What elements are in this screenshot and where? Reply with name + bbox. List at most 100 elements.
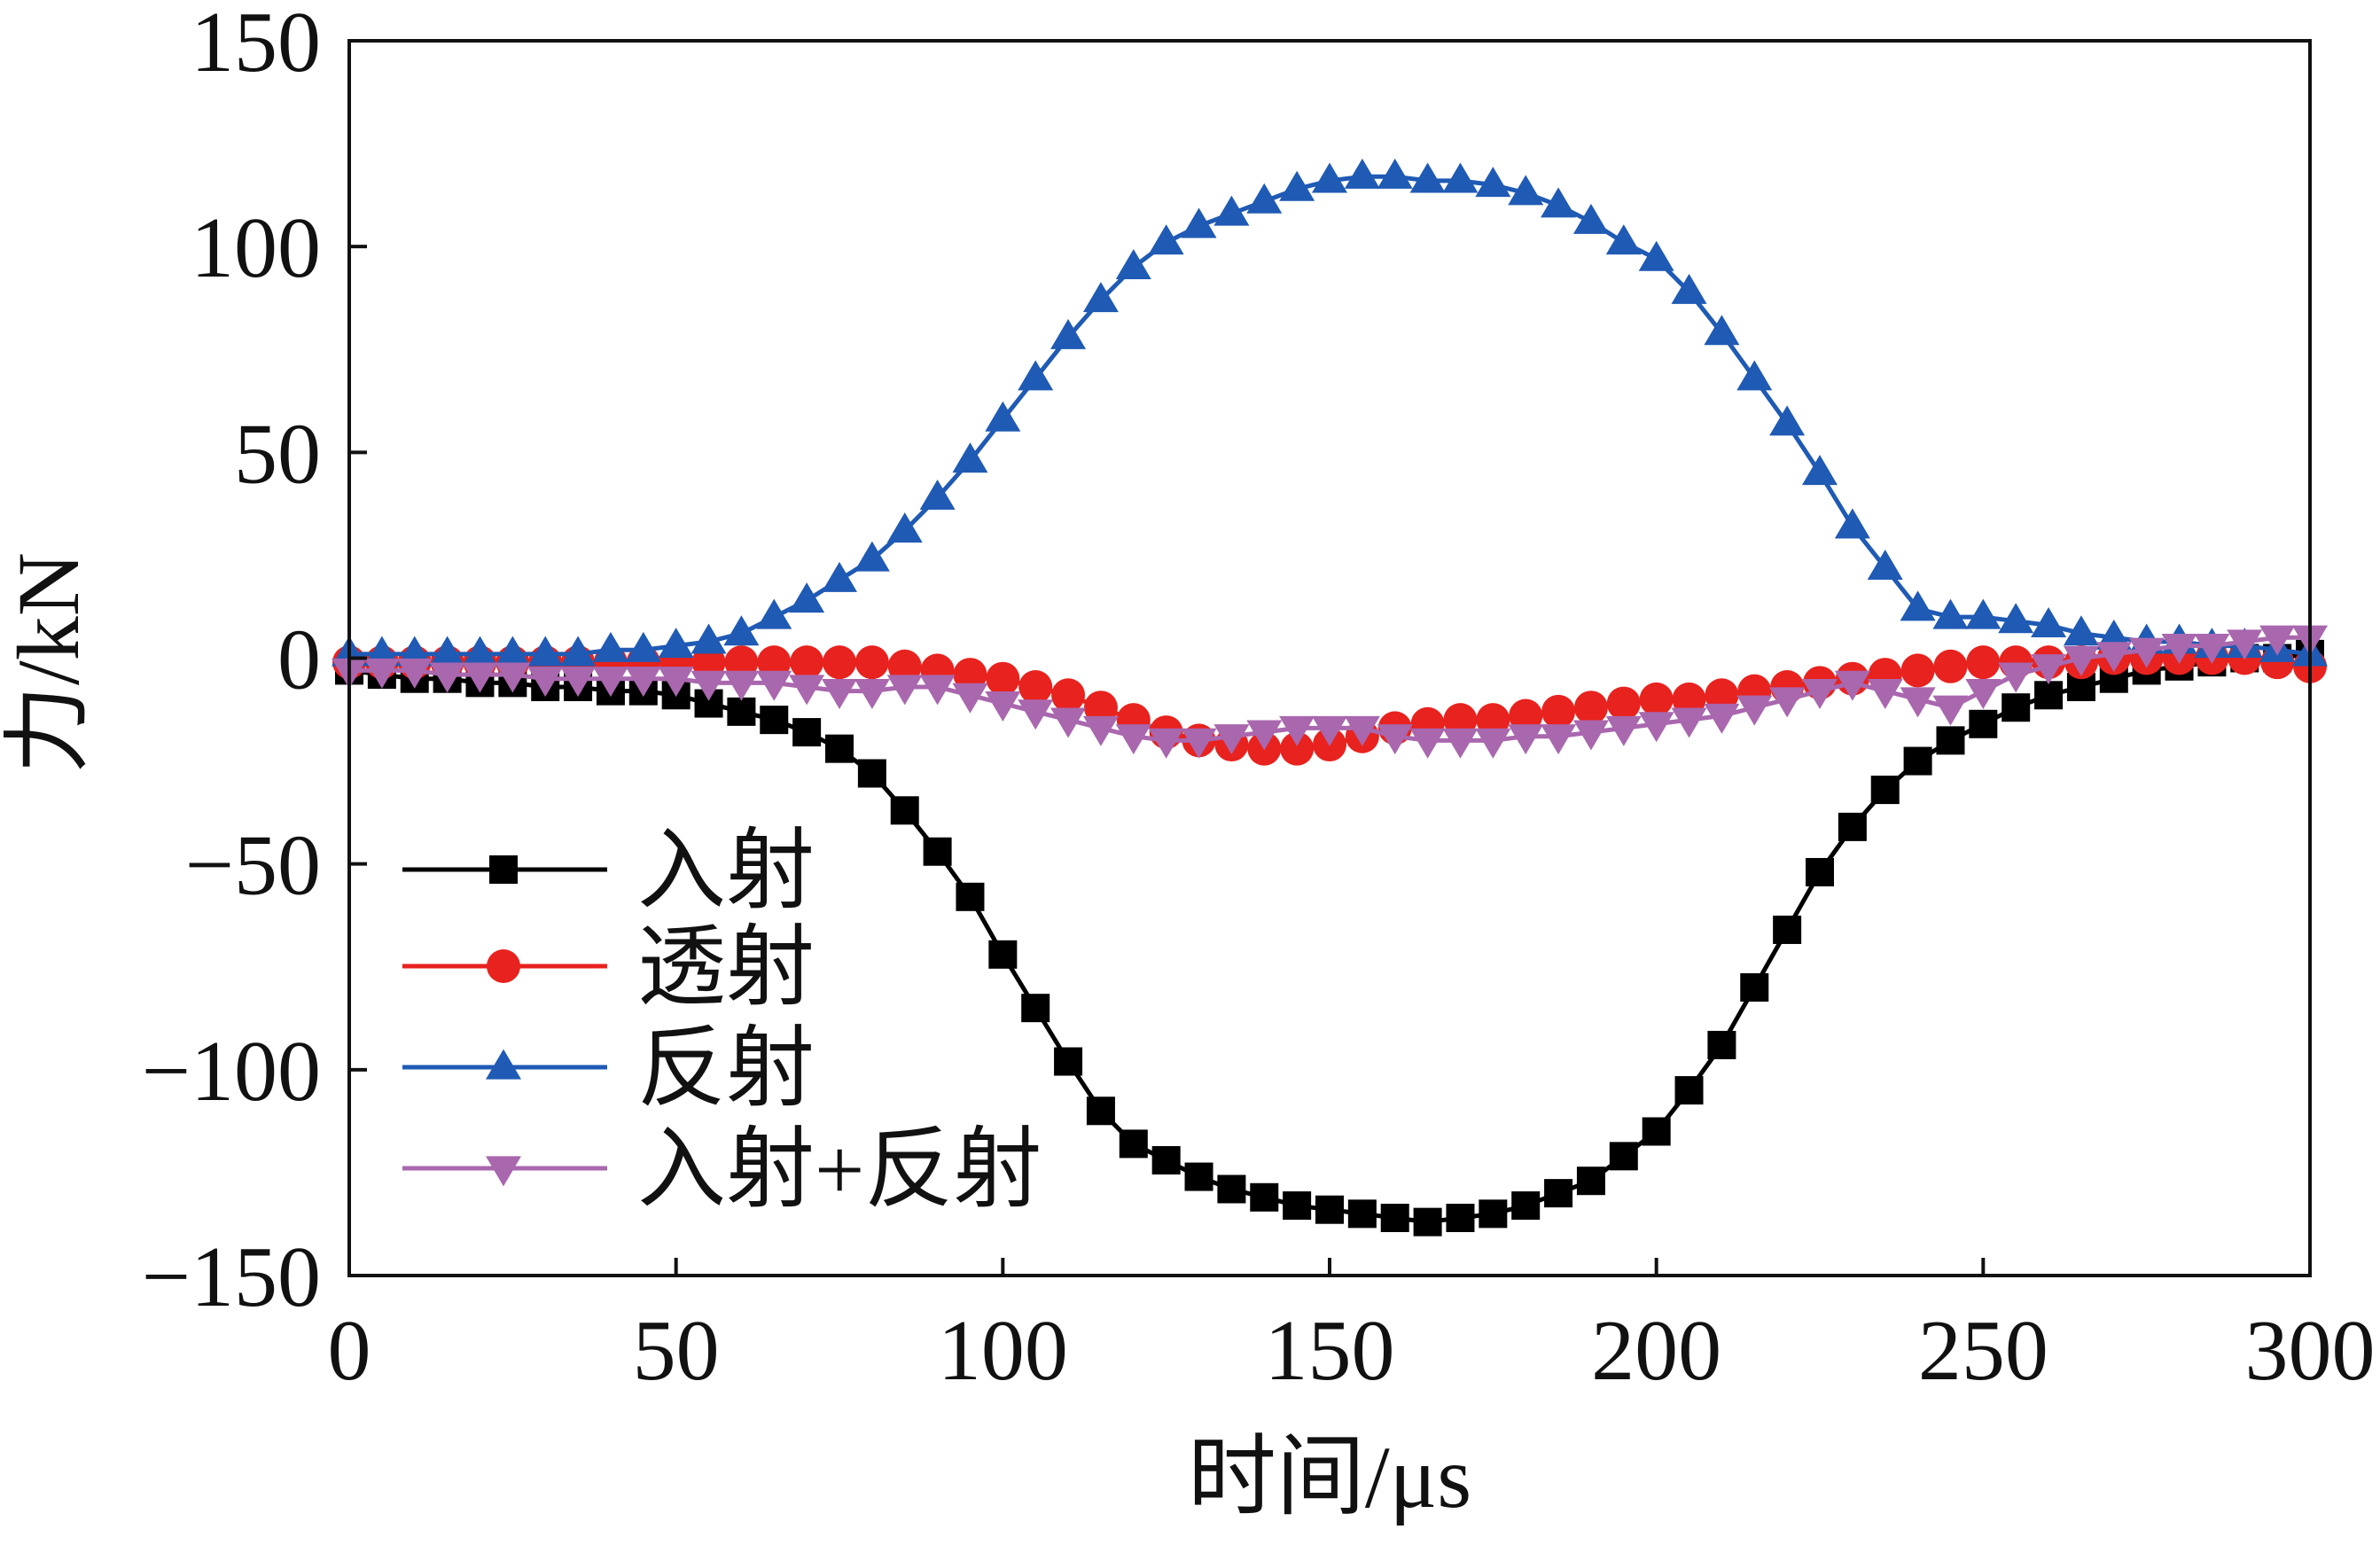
data-point-3-11 <box>691 670 727 701</box>
data-point-3-36 <box>1508 724 1544 755</box>
data-point-1-36 <box>1509 698 1543 733</box>
data-point-0-37 <box>1544 1179 1573 1208</box>
data-point-0-52 <box>2034 681 2064 710</box>
data-point-2-5 <box>495 636 531 667</box>
data-point-3-48 <box>1900 687 1936 718</box>
data-point-2-18 <box>919 480 956 511</box>
data-point-0-39 <box>1609 1142 1638 1171</box>
y-axis-title: 力/kN <box>0 552 98 774</box>
legend-marker-shape-0 <box>489 855 518 884</box>
data-point-2-26 <box>1181 207 1217 238</box>
data-point-0-21 <box>1021 994 1050 1023</box>
legend-item-1: 透射 <box>402 918 815 1017</box>
data-point-2-12 <box>723 615 760 646</box>
data-point-0-23 <box>1086 1096 1115 1126</box>
data-point-2-44 <box>1769 405 1806 436</box>
data-point-3-53 <box>2063 645 2099 676</box>
data-point-2-35 <box>1475 167 1511 198</box>
data-point-0-30 <box>1315 1195 1344 1224</box>
data-point-3-20 <box>985 691 1021 722</box>
data-point-0-19 <box>956 882 985 911</box>
data-point-0-32 <box>1380 1203 1409 1232</box>
data-point-0-43 <box>1740 972 1769 1002</box>
x-tick-label-1: 50 <box>633 1303 720 1399</box>
data-point-3-29 <box>1279 715 1315 746</box>
data-point-2-14 <box>789 582 825 613</box>
data-point-3-15 <box>822 679 857 710</box>
data-point-1-14 <box>790 645 824 680</box>
data-point-3-49 <box>1932 695 1969 726</box>
data-point-2-40 <box>1638 240 1674 271</box>
data-point-2-11 <box>691 623 727 654</box>
data-point-0-50 <box>1969 709 1998 738</box>
data-point-0-27 <box>1217 1174 1246 1204</box>
x-tick-label-6: 300 <box>2245 1303 2376 1399</box>
data-point-3-10 <box>658 667 694 698</box>
data-point-0-16 <box>857 759 886 788</box>
data-point-2-30 <box>1312 162 1347 193</box>
data-point-2-25 <box>1148 224 1184 255</box>
y-tick-label-2: 50 <box>234 406 321 502</box>
data-point-0-28 <box>1250 1182 1279 1212</box>
data-point-3-22 <box>1050 707 1087 738</box>
data-point-1-38 <box>1573 691 1608 725</box>
data-point-2-33 <box>1409 162 1446 193</box>
data-point-2-50 <box>1965 598 2002 629</box>
legend: 入射 透射 反射 入射+反射 <box>402 822 1042 1219</box>
data-point-0-31 <box>1347 1199 1377 1229</box>
series-2 <box>332 158 2328 667</box>
data-point-0-29 <box>1283 1191 1312 1221</box>
legend-label-2: 反射 <box>637 1019 815 1118</box>
data-point-2-32 <box>1377 158 1413 189</box>
data-point-2-3 <box>429 636 465 667</box>
data-point-3-59 <box>2259 625 2296 656</box>
data-point-2-20 <box>985 401 1021 432</box>
data-point-2-52 <box>2031 606 2067 637</box>
data-point-0-18 <box>923 837 952 866</box>
axis-tick-labels: 0 50 100 150 200 250 300 150 100 50 0 −50 −100 −150 <box>142 0 2376 1399</box>
data-point-3-31 <box>1344 715 1380 746</box>
data-point-0-38 <box>1576 1167 1605 1196</box>
data-point-3-30 <box>1312 715 1347 746</box>
x-tick-label-2: 100 <box>938 1303 1068 1399</box>
data-point-2-46 <box>1834 508 1870 539</box>
data-point-3-43 <box>1736 695 1773 726</box>
data-point-3-42 <box>1704 703 1740 734</box>
data-point-1-40 <box>1639 682 1674 716</box>
data-point-3-7 <box>560 667 597 698</box>
data-point-0-34 <box>1446 1203 1475 1232</box>
x-tick-label-4: 200 <box>1591 1303 1721 1399</box>
legend-marker-3 <box>486 1156 521 1187</box>
data-point-0-44 <box>1773 915 1802 944</box>
data-point-1-22 <box>1051 678 1086 713</box>
legend-item-2: 反射 <box>402 1019 815 1118</box>
data-point-2-6 <box>527 636 564 667</box>
data-point-3-40 <box>1638 712 1674 743</box>
data-point-2-24 <box>1115 248 1151 279</box>
data-point-1-49 <box>1933 649 1968 683</box>
data-point-2-53 <box>2063 615 2099 646</box>
data-point-3-34 <box>1442 728 1479 759</box>
data-point-3-24 <box>1115 724 1151 755</box>
data-point-0-17 <box>890 796 919 825</box>
data-point-2-41 <box>1671 273 1707 304</box>
data-point-2-45 <box>1802 455 1838 486</box>
data-point-0-14 <box>792 718 822 747</box>
data-point-3-19 <box>952 683 988 714</box>
data-point-3-56 <box>2161 633 2197 664</box>
data-point-3-27 <box>1213 724 1250 755</box>
data-point-0-15 <box>825 734 854 763</box>
data-point-2-19 <box>952 442 988 473</box>
x-tick-label-0: 0 <box>328 1303 371 1399</box>
data-point-3-6 <box>527 667 564 698</box>
data-point-3-35 <box>1475 728 1511 759</box>
data-point-3-17 <box>886 675 923 706</box>
data-point-2-48 <box>1900 590 1936 621</box>
y-tick-label-6: −150 <box>142 1229 321 1325</box>
data-point-0-12 <box>727 697 756 726</box>
legend-marker-shape-2 <box>486 1049 521 1080</box>
legend-marker-shape-3 <box>486 1156 521 1187</box>
data-point-1-19 <box>953 658 987 692</box>
data-point-3-47 <box>1867 679 1903 710</box>
data-point-3-32 <box>1377 724 1413 755</box>
